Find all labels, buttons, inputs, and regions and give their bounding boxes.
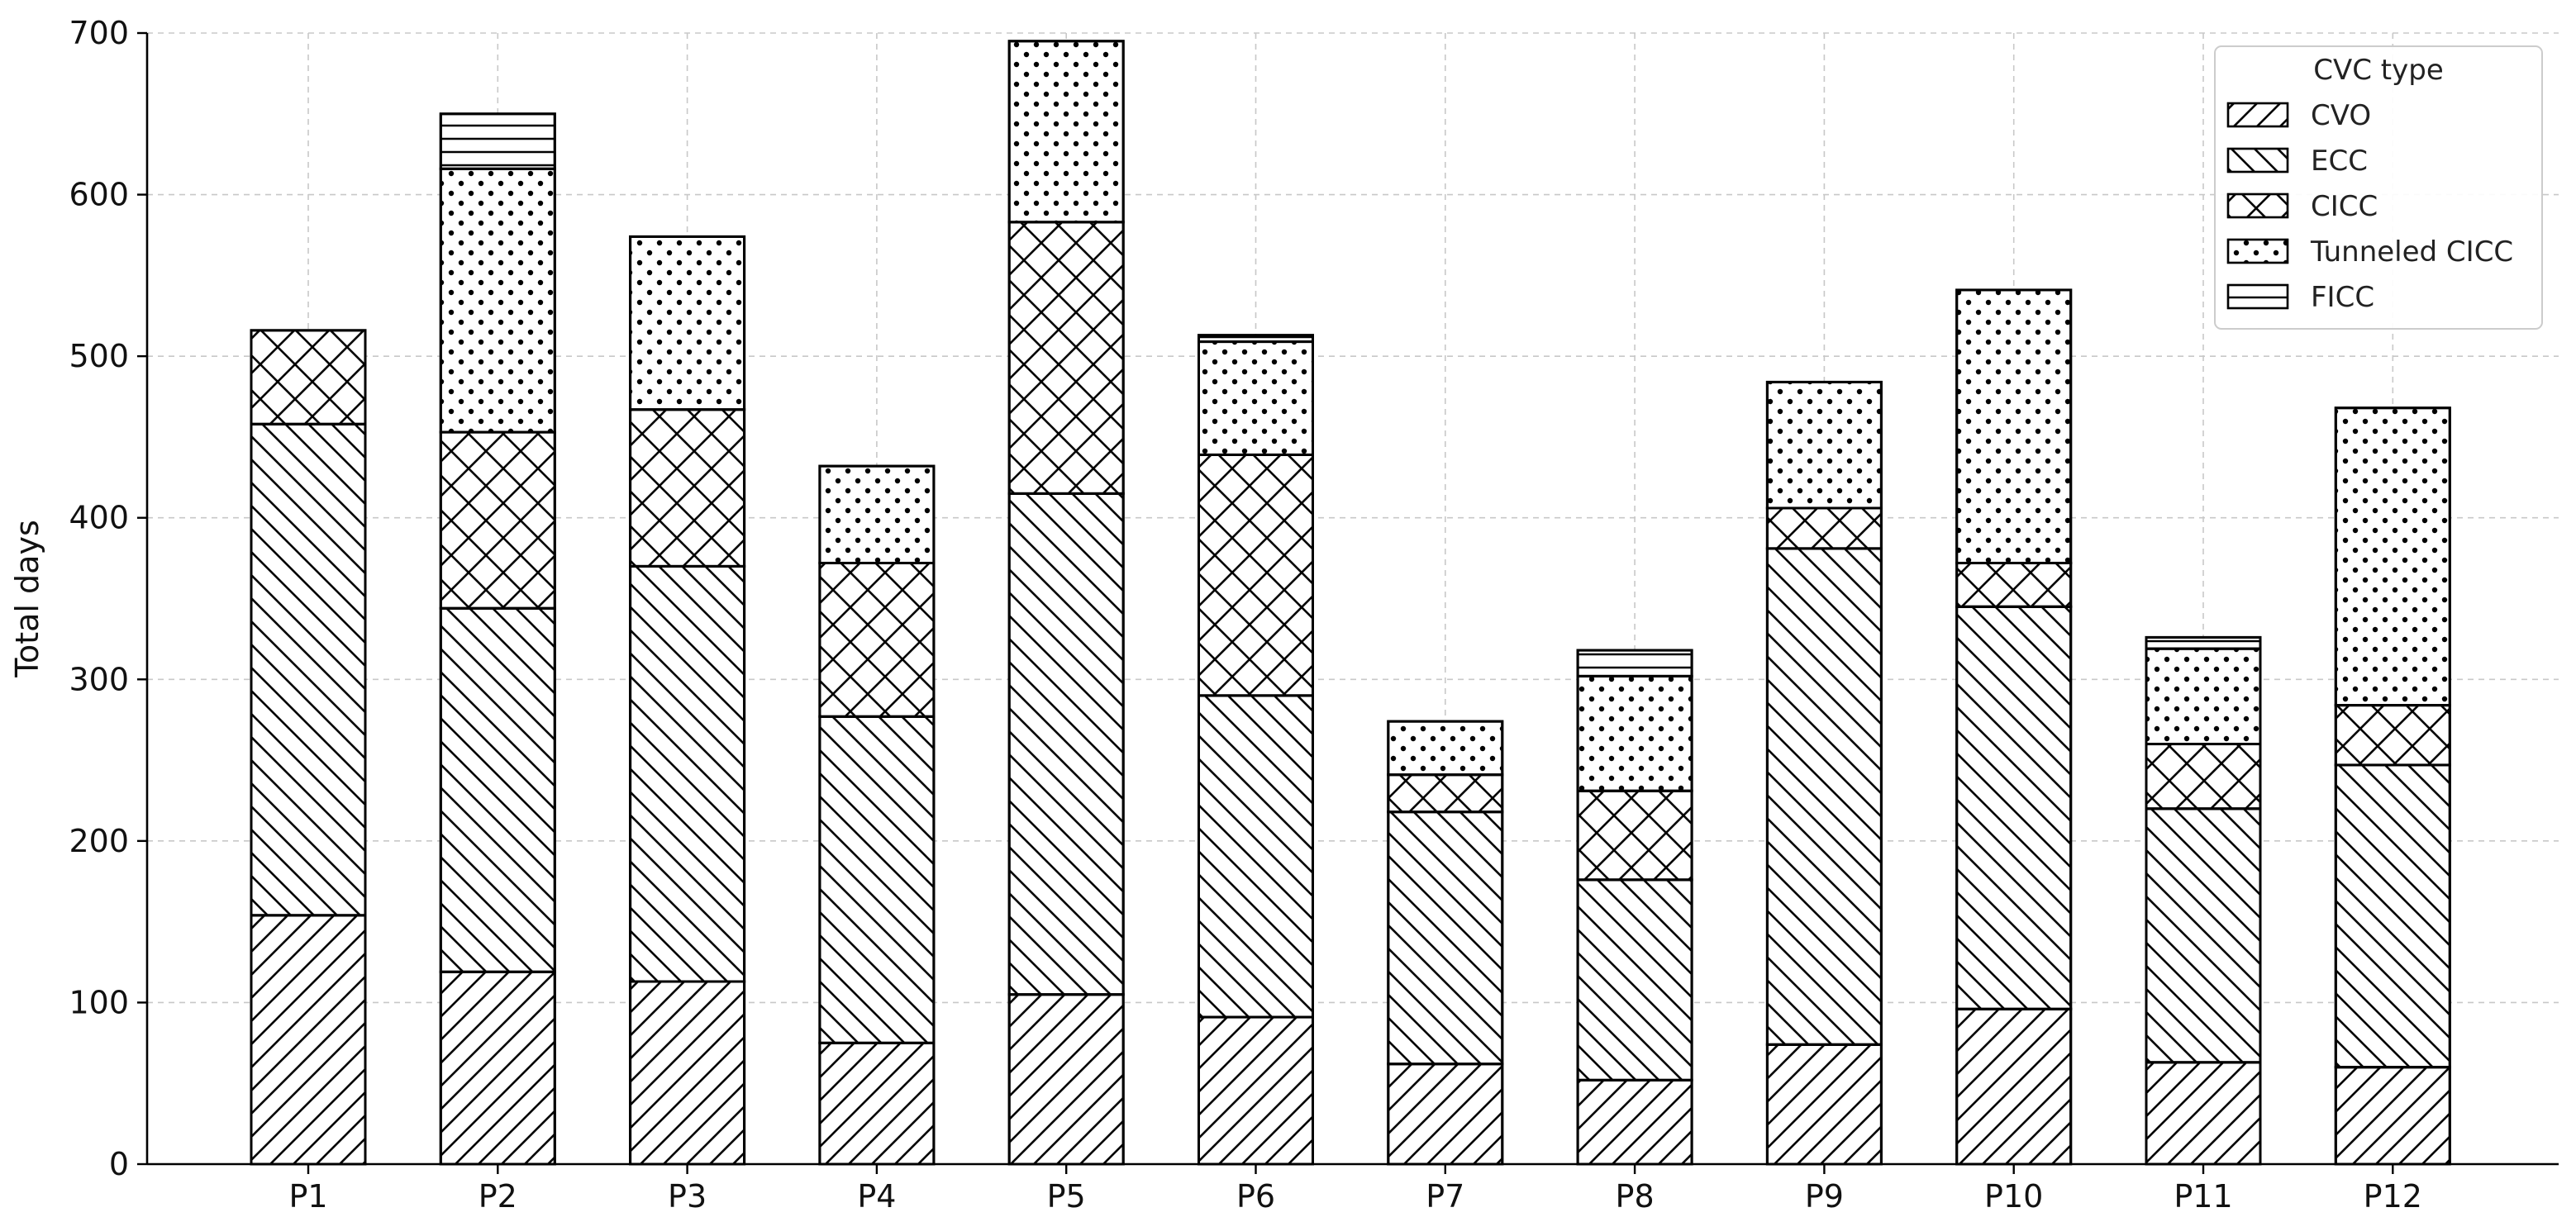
legend-label: ECC [2311,145,2368,178]
bar-segment-ecc-p6 [1198,694,1314,1019]
legend: CVC type CVO ECC CICC Tunneled CICC FICC [2214,45,2543,330]
bar-segment-cicc-p8 [1576,789,1693,882]
bar-segment-tunneled-cicc-p2 [439,167,556,434]
y-tick-label: 100 [69,984,129,1020]
bar-segment-cvo-p9 [1765,1043,1883,1166]
bar-segment-ecc-p2 [439,606,556,973]
legend-title: CVC type [2313,54,2444,87]
bar-segment-ecc-p10 [1955,605,2073,1010]
bar-segment-ecc-p4 [818,715,936,1044]
bar-segment-cicc-p2 [439,430,556,610]
bar-segment-tunneled-cicc-p3 [629,235,746,411]
bar-segment-ecc-p11 [2145,807,2262,1064]
bar-segment-cvo-p8 [1576,1078,1693,1166]
bar-segment-ecc-p1 [250,422,367,917]
legend-label: FICC [2311,281,2374,314]
x-tick-label: P8 [1616,1178,1655,1215]
bar-segment-tunneled-cicc-p8 [1576,674,1693,792]
bar-segment-tunneled-cicc-p4 [818,464,936,564]
x-tick-label: P1 [288,1178,327,1215]
bar-segment-cicc-p7 [1387,773,1504,814]
bar-segment-ficc-p11 [2145,635,2262,650]
bar-segment-cvo-p4 [818,1041,936,1166]
bar-segment-cicc-p6 [1198,453,1314,697]
x-tick-label: P3 [668,1178,707,1215]
bar-segment-cvo-p1 [250,914,367,1166]
legend-swatch-ecc [2226,147,2289,174]
y-tick-label: 500 [69,338,129,374]
bar-segment-tunneled-cicc-p10 [1955,288,2073,564]
bar-segment-cvo-p7 [1387,1062,1504,1166]
legend-swatch-cvo [2226,102,2289,128]
legend-label: CICC [2311,190,2378,223]
bar-segment-cvo-p10 [1955,1007,2073,1166]
bar-segment-ecc-p9 [1765,547,1883,1046]
y-tick-label: 300 [69,661,129,697]
bar-segment-cvo-p12 [2334,1066,2451,1166]
bar-segment-cicc-p11 [2145,743,2262,811]
legend-box [2214,45,2543,330]
bar-segment-ecc-p7 [1387,811,1504,1066]
bar-segment-cvo-p5 [1007,993,1125,1166]
x-tick-label: P10 [1984,1178,2043,1215]
bar-segment-tunneled-cicc-p5 [1007,40,1125,224]
bar-segment-ecc-p5 [1007,492,1125,996]
x-tick-label: P11 [2174,1178,2232,1215]
x-tick-label: P4 [857,1178,896,1215]
y-tick-label: 0 [109,1146,129,1182]
bar-segment-ficc-p2 [439,112,556,170]
bar-segment-tunneled-cicc-p7 [1387,720,1504,777]
legend-swatch-cicc [2226,193,2289,219]
bar-segment-tunneled-cicc-p9 [1765,380,1883,510]
bar-segment-cicc-p4 [818,561,936,718]
y-axis-title: Total days [9,520,45,678]
bar-segment-tunneled-cicc-p11 [2145,647,2262,746]
x-tick-label: P12 [2364,1178,2422,1215]
bar-segment-ecc-p8 [1576,878,1693,1082]
legend-label: Tunneled CICC [2310,235,2513,269]
y-tick-label: 200 [69,823,129,859]
bar-segment-cvo-p3 [629,980,746,1166]
bar-segment-ficc-p6 [1198,334,1314,344]
bar-segment-cicc-p10 [1955,561,2073,608]
x-tick-label: P2 [479,1178,517,1215]
bar-segment-cicc-p12 [2334,704,2451,767]
axes-layer: 0 100 200 300 400 500 600 700 P1 P2 P3 P4 P5 P6 P7 P8 P9… [9,15,2559,1215]
bar-segment-tunneled-cicc-p6 [1198,340,1314,456]
legend-label: CVO [2311,99,2371,132]
bar-segment-cvo-p6 [1198,1015,1314,1166]
y-tick-label: 700 [69,15,129,51]
x-tick-label: P7 [1426,1178,1464,1215]
x-tick-label: P5 [1047,1178,1086,1215]
bar-segment-cicc-p3 [629,408,746,568]
bar-segment-cvo-p11 [2145,1061,2262,1166]
bar-segment-cicc-p9 [1765,506,1883,550]
bars-layer [250,40,2451,1166]
bar-segment-ficc-p8 [1576,649,1693,677]
x-tick-label: P9 [1805,1178,1844,1215]
bar-segment-ecc-p3 [629,564,746,983]
bar-segment-cicc-p5 [1007,221,1125,495]
bar-segment-tunneled-cicc-p12 [2334,406,2451,707]
bar-segment-ecc-p12 [2334,763,2451,1069]
bar-segment-cicc-p1 [250,329,367,425]
x-tick-label: P6 [1236,1178,1275,1215]
legend-swatch-ficc [2226,283,2289,310]
legend-swatch-tunneled-cicc [2226,238,2289,264]
y-tick-label: 600 [69,177,129,213]
bar-segment-cvo-p2 [439,970,556,1166]
y-tick-label: 400 [69,500,129,536]
